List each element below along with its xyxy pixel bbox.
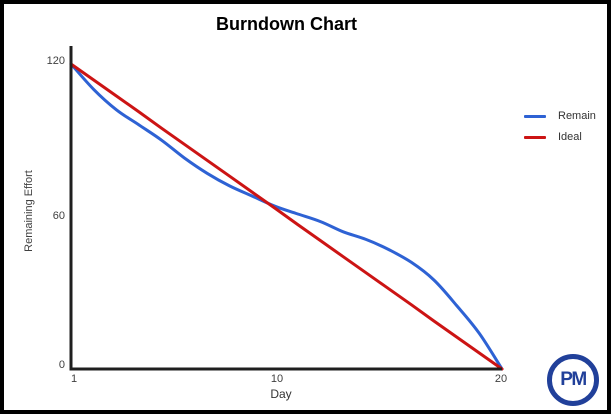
legend-line-ideal-icon bbox=[524, 135, 546, 139]
y-tick-60: 60 bbox=[52, 210, 65, 222]
y-axis-label: Remaining Effort bbox=[23, 170, 35, 252]
x-axis-label: Day bbox=[270, 387, 292, 401]
chart-title: Burndown Chart bbox=[216, 14, 357, 34]
legend-label-remain: Remain bbox=[558, 110, 596, 122]
legend-item-remain: Remain bbox=[524, 109, 596, 123]
pm-logo-text: PM bbox=[560, 369, 587, 390]
pm-logo: PM bbox=[547, 354, 599, 406]
y-tick-120: 120 bbox=[46, 55, 65, 67]
x-tick-10: 10 bbox=[270, 373, 284, 385]
legend-item-ideal: Ideal bbox=[524, 130, 596, 144]
legend-line-remain-icon bbox=[524, 114, 546, 118]
series-layer bbox=[69, 62, 504, 371]
x-tick-20: 20 bbox=[494, 373, 508, 385]
x-tick-1: 1 bbox=[70, 373, 78, 385]
series-line-ideal bbox=[69, 62, 504, 371]
legend: Remain Ideal bbox=[524, 109, 596, 144]
plot-area bbox=[69, 46, 504, 371]
series-line-remain bbox=[69, 62, 504, 371]
y-tick-0: 0 bbox=[58, 359, 65, 371]
legend-label-ideal: Ideal bbox=[558, 131, 582, 143]
